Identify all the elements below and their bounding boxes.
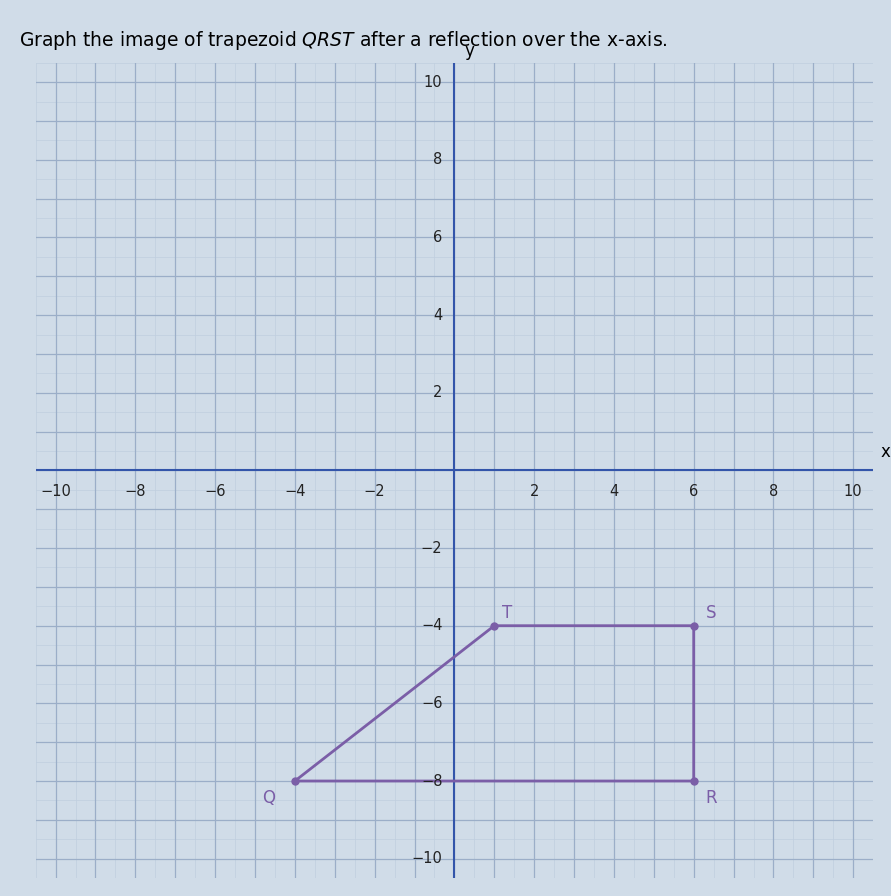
Text: −10: −10 (40, 484, 71, 499)
Text: −6: −6 (421, 696, 443, 711)
Text: −4: −4 (284, 484, 306, 499)
Text: 4: 4 (609, 484, 618, 499)
Text: y: y (464, 42, 474, 60)
Text: T: T (503, 604, 512, 622)
Text: 8: 8 (433, 152, 443, 168)
Text: −10: −10 (412, 851, 443, 866)
Text: −4: −4 (421, 618, 443, 633)
Text: −2: −2 (364, 484, 386, 499)
Text: 4: 4 (433, 307, 443, 323)
Text: 8: 8 (769, 484, 778, 499)
Text: −8: −8 (421, 773, 443, 788)
Text: −2: −2 (421, 540, 443, 556)
Text: S: S (706, 604, 716, 622)
Text: Q: Q (262, 788, 275, 806)
Text: −8: −8 (125, 484, 146, 499)
Text: Graph the image of trapezoid $\it{QRST}$ after a reflection over the x-axis.: Graph the image of trapezoid $\it{QRST}$… (19, 29, 667, 52)
Text: 6: 6 (689, 484, 699, 499)
Text: 6: 6 (433, 230, 443, 245)
Text: 2: 2 (529, 484, 539, 499)
Text: R: R (706, 788, 717, 806)
Text: x: x (880, 443, 890, 461)
Text: −6: −6 (204, 484, 225, 499)
Text: 10: 10 (424, 74, 443, 90)
Text: 10: 10 (844, 484, 862, 499)
Text: 2: 2 (433, 385, 443, 401)
